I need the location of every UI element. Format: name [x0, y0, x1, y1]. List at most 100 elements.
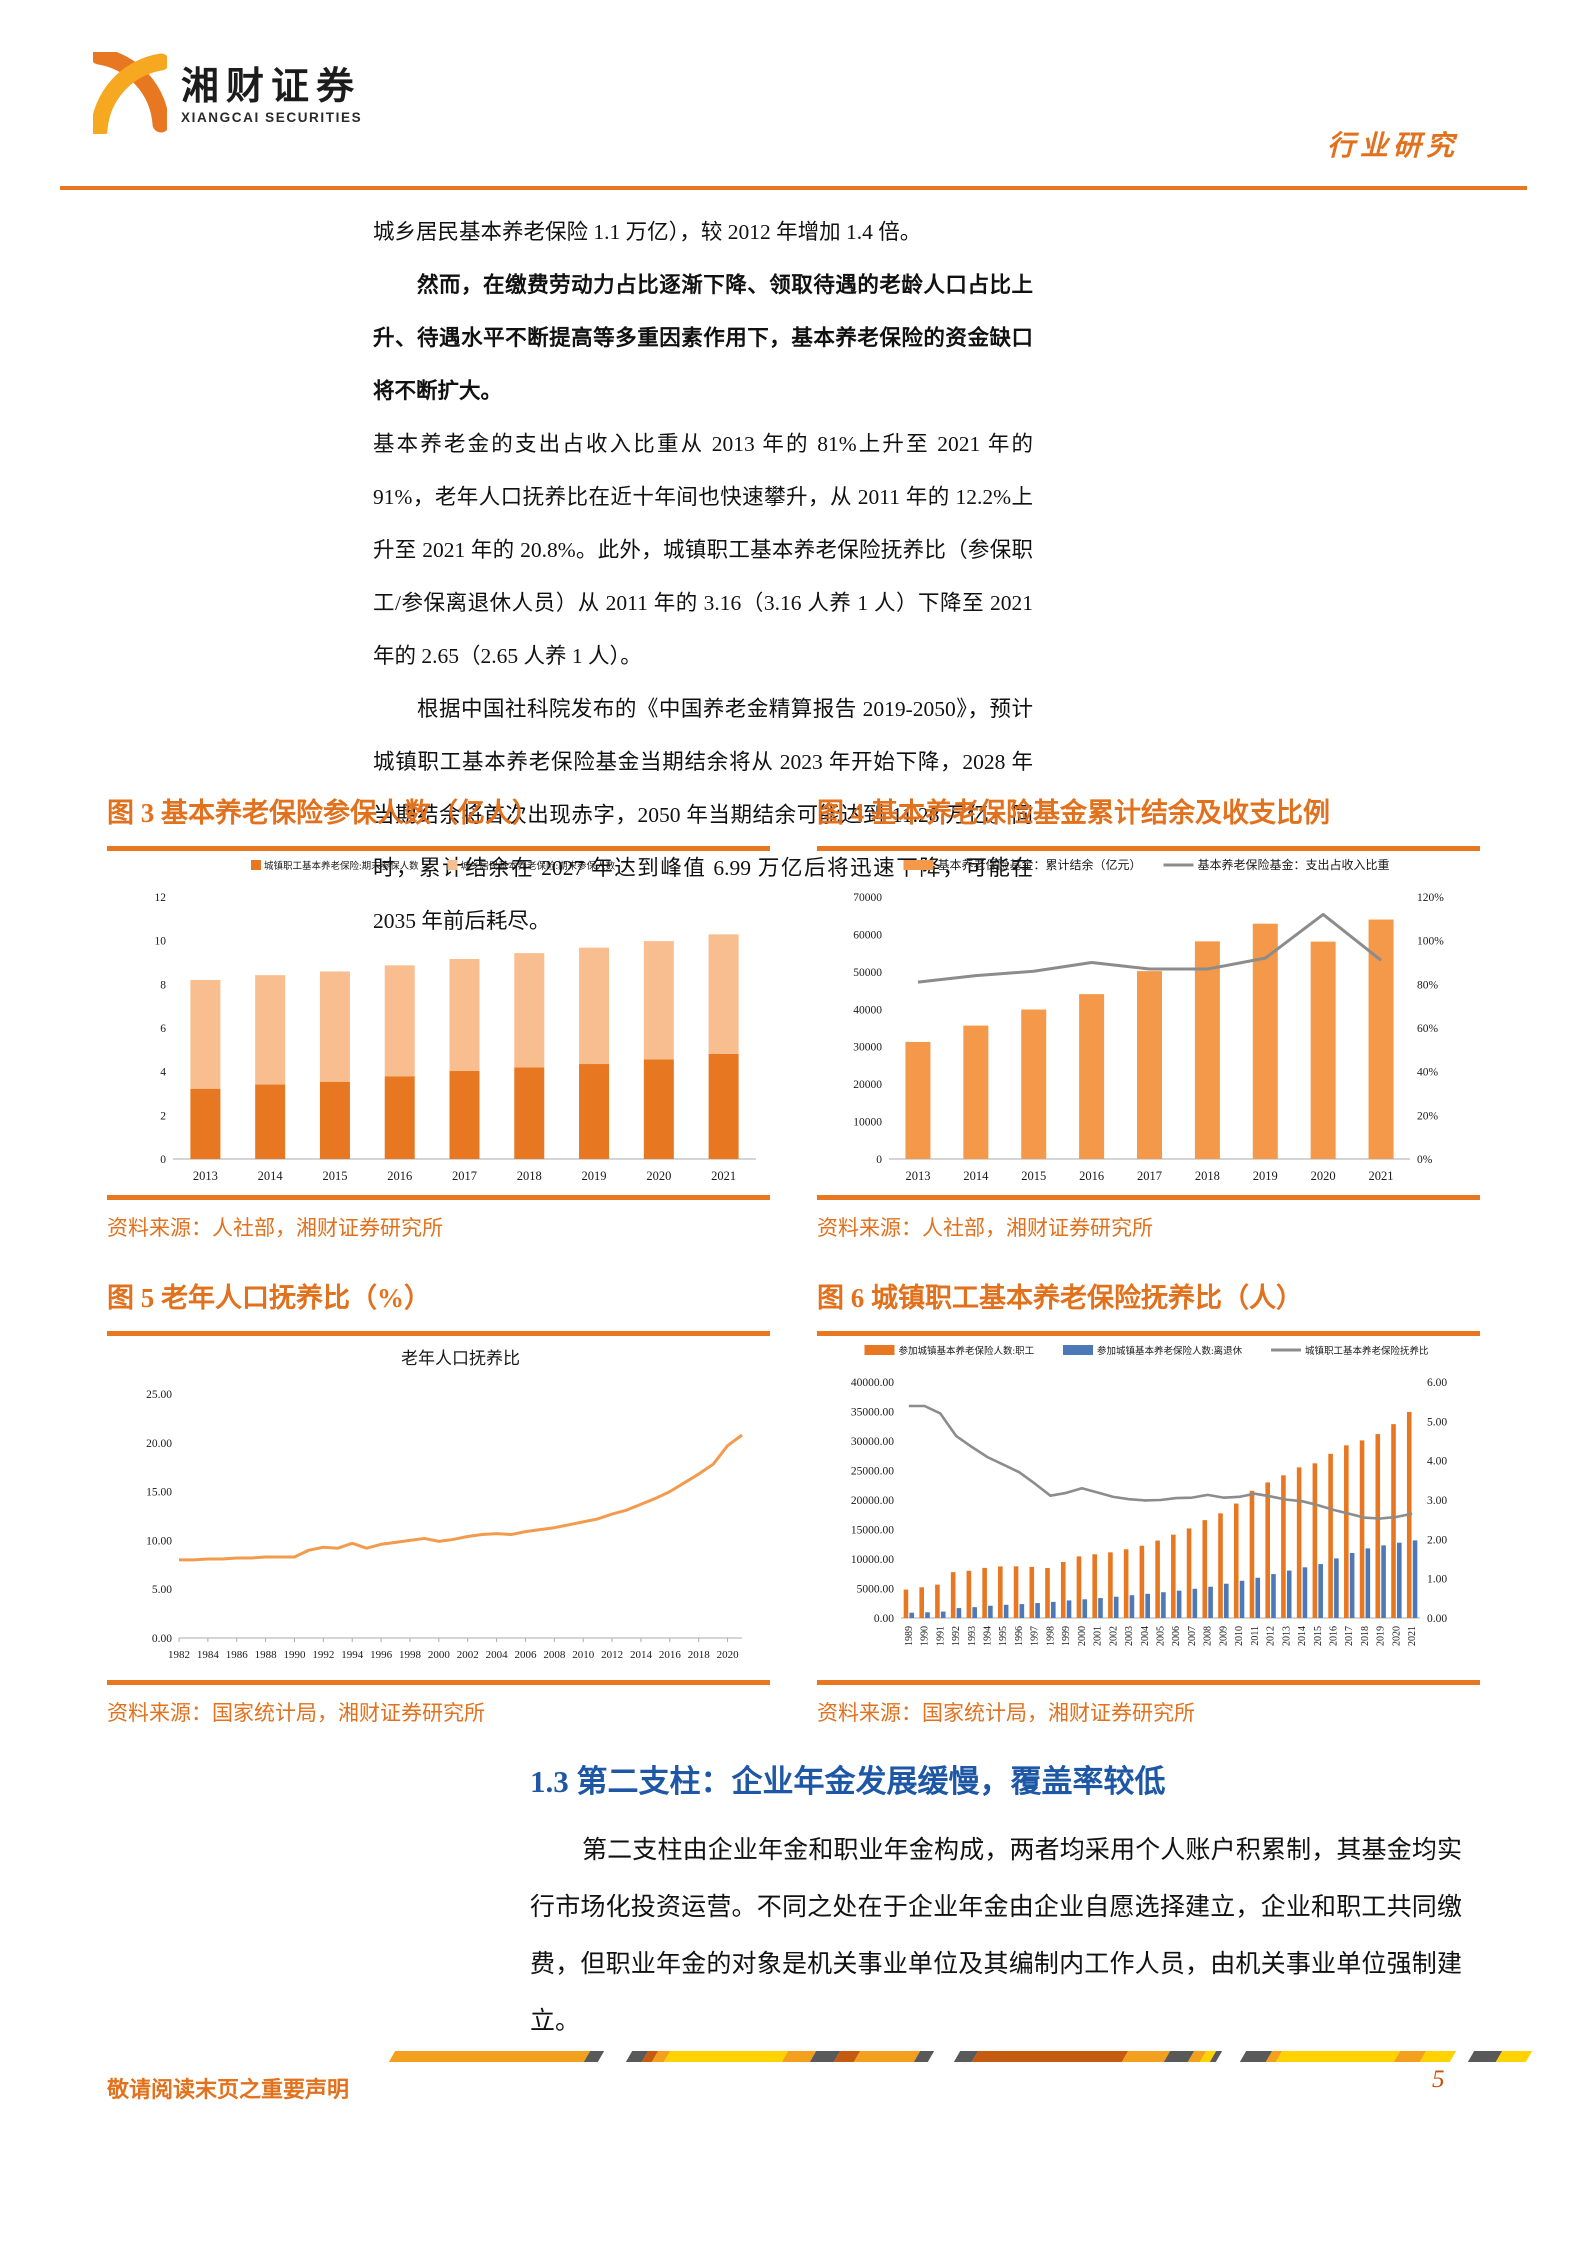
- paragraph-continuation: 城乡居民基本养老保险 1.1 万亿），较 2012 年增加 1.4 倍。: [373, 220, 922, 244]
- figure-4: 图 4 基本养老保险基金累计结余及收支比例 0 10000 20000 30000 40…: [817, 793, 1480, 1242]
- svg-text:1991: 1991: [935, 1626, 946, 1646]
- svg-text:10: 10: [155, 936, 167, 948]
- company-name: 湘财证券 XIANGCAI SECURITIES: [181, 67, 362, 125]
- svg-text:30000: 30000: [853, 1042, 882, 1054]
- svg-text:1992: 1992: [312, 1649, 334, 1661]
- svg-text:2016: 2016: [1079, 1169, 1104, 1183]
- svg-text:基本养老保险基金：支出占收入比重: 基本养老保险基金：支出占收入比重: [1198, 857, 1390, 872]
- svg-text:2018: 2018: [1360, 1626, 1371, 1646]
- svg-text:2021: 2021: [1369, 1169, 1394, 1183]
- svg-text:8: 8: [160, 979, 166, 991]
- svg-text:2014: 2014: [1297, 1626, 1308, 1646]
- svg-text:20000.00: 20000.00: [851, 1495, 894, 1507]
- figure-6-chart-box: 0.00 5000.00 10000.00 15000.00 20000.00 25000…: [817, 1331, 1480, 1685]
- svg-text:2013: 2013: [193, 1169, 218, 1183]
- svg-text:0: 0: [160, 1154, 166, 1166]
- paragraph-second-pillar: 第二支柱由企业年金和职业年金构成，两者均采用个人账户积累制，其基金均实行市场化投…: [530, 1837, 1462, 2035]
- svg-text:1982: 1982: [168, 1649, 190, 1661]
- svg-text:40000.00: 40000.00: [851, 1377, 894, 1389]
- svg-text:3.00: 3.00: [1427, 1495, 1447, 1507]
- svg-text:2010: 2010: [1234, 1626, 1245, 1646]
- svg-text:12: 12: [155, 892, 167, 904]
- svg-text:15.00: 15.00: [146, 1487, 172, 1499]
- paragraph-statistics: 基本养老金的支出占收入比重从 2013 年的 81%上升至 2021 年的 91…: [373, 432, 1033, 668]
- svg-text:基本养老保险基金：累计结余（亿元）: 基本养老保险基金：累计结余（亿元）: [938, 857, 1142, 872]
- svg-text:2015: 2015: [1313, 1626, 1324, 1646]
- svg-text:5.00: 5.00: [152, 1584, 172, 1596]
- svg-text:2021: 2021: [1407, 1626, 1418, 1646]
- svg-text:2015: 2015: [322, 1169, 347, 1183]
- svg-text:2001: 2001: [1093, 1626, 1104, 1646]
- figure-5-chart-box: 0.00 5.00 10.00 15.00 20.00 25.00 老年人口抚养比 1982 1…: [107, 1331, 770, 1685]
- svg-text:2017: 2017: [1137, 1169, 1162, 1183]
- svg-text:参加城镇基本养老保险人数:职工: 参加城镇基本养老保险人数:职工: [899, 1345, 1035, 1357]
- svg-text:1994: 1994: [341, 1649, 364, 1661]
- svg-text:老年人口抚养比: 老年人口抚养比: [401, 1349, 520, 1368]
- svg-text:2006: 2006: [514, 1649, 537, 1661]
- svg-text:30000.00: 30000.00: [851, 1436, 894, 1448]
- svg-text:100%: 100%: [1417, 936, 1444, 948]
- svg-text:5000.00: 5000.00: [857, 1584, 895, 1596]
- figure-3-chart-box: 0 2 4 6 8 10 12 2013 2014 2015 2016 2017 2018 2019 202…: [107, 846, 770, 1200]
- svg-text:50000: 50000: [853, 967, 882, 979]
- svg-text:0: 0: [876, 1154, 882, 1166]
- paragraph-bold-statement: 然而，在缴费劳动力占比逐渐下降、领取待遇的老龄人口占比上升、待遇水平不断提高等多…: [373, 273, 1033, 403]
- figure-6: 图 6 城镇职工基本养老保险抚养比（人） 0.00 5000.00 10000.00…: [817, 1278, 1480, 1727]
- svg-text:2020: 2020: [717, 1649, 740, 1661]
- svg-text:1998: 1998: [399, 1649, 422, 1661]
- svg-text:2016: 2016: [1329, 1626, 1340, 1646]
- figure-3: 图 3 基本养老保险参保人数（亿人） 0 2 4 6 8 10 12 2013 2014 2015…: [107, 793, 770, 1242]
- svg-text:2004: 2004: [1140, 1626, 1151, 1646]
- company-logo: 湘财证券 XIANGCAI SECURITIES: [90, 47, 362, 139]
- figure-6-chart: 0.005000.0010000.0015000.0020000.0025000…: [851, 1345, 1447, 1646]
- company-name-cn: 湘财证券: [181, 65, 362, 108]
- svg-text:2002: 2002: [457, 1649, 479, 1661]
- figure-5-chart: 0.00 5.00 10.00 15.00 20.00 25.00 老年人口抚养比 1982 1…: [146, 1349, 743, 1661]
- svg-text:2018: 2018: [517, 1169, 542, 1183]
- company-logo-icon: [90, 47, 170, 139]
- figures-row-2: 图 5 老年人口抚养比（%） 0.00 5.00 10.00 15.00 20.00 25…: [107, 1278, 1480, 1727]
- svg-text:2016: 2016: [387, 1169, 412, 1183]
- figure-4-chart: 0 10000 20000 30000 40000 50000 60000 70000 0% 20…: [853, 857, 1444, 1183]
- svg-text:1990: 1990: [283, 1649, 306, 1661]
- svg-text:15000.00: 15000.00: [851, 1525, 894, 1537]
- svg-text:6.00: 6.00: [1427, 1377, 1447, 1389]
- svg-text:1994: 1994: [983, 1626, 994, 1646]
- svg-text:20.00: 20.00: [146, 1438, 172, 1450]
- svg-text:0.00: 0.00: [152, 1633, 172, 1645]
- svg-text:2020: 2020: [1311, 1169, 1336, 1183]
- svg-text:2014: 2014: [258, 1169, 284, 1183]
- page-number: 5: [1432, 2066, 1445, 2093]
- figures-row-1: 图 3 基本养老保险参保人数（亿人） 0 2 4 6 8 10 12 2013 2014 2015…: [107, 793, 1480, 1242]
- svg-text:2016: 2016: [659, 1649, 682, 1661]
- paragraph-cass-report: 根据中国社科院发布的《中国养老金精算报告 2019-2050》，预计城镇职工基本…: [373, 697, 1033, 933]
- figure-6-title: 图 6 城镇职工基本养老保险抚养比（人）: [817, 1283, 1303, 1313]
- svg-text:1999: 1999: [1061, 1626, 1072, 1646]
- svg-text:2013: 2013: [905, 1169, 930, 1183]
- svg-text:2008: 2008: [1203, 1626, 1214, 1646]
- svg-text:10000.00: 10000.00: [851, 1554, 894, 1566]
- figure-3-chart: 0 2 4 6 8 10 12 2013 2014 2015 2016 2017 2018 2019 202…: [155, 860, 756, 1183]
- svg-text:1997: 1997: [1030, 1626, 1041, 1646]
- figure-4-chart-box: 0 10000 20000 30000 40000 50000 60000 70000 0% 20…: [817, 846, 1480, 1200]
- svg-text:参加城镇基本养老保险人数:离退休: 参加城镇基本养老保险人数:离退休: [1097, 1345, 1243, 1357]
- svg-text:2005: 2005: [1156, 1626, 1167, 1646]
- svg-text:20000: 20000: [853, 1079, 882, 1091]
- svg-text:2017: 2017: [452, 1169, 477, 1183]
- svg-text:1990: 1990: [920, 1626, 931, 1646]
- svg-text:10000: 10000: [853, 1117, 882, 1129]
- svg-text:1.00: 1.00: [1427, 1574, 1447, 1586]
- svg-text:2015: 2015: [1021, 1169, 1046, 1183]
- svg-text:2012: 2012: [1266, 1626, 1277, 1646]
- svg-text:25.00: 25.00: [146, 1389, 172, 1401]
- figure-4-title: 图 4 基本养老保险基金累计结余及收支比例: [817, 798, 1330, 828]
- svg-text:2011: 2011: [1250, 1626, 1261, 1646]
- body-text-column: 城乡居民基本养老保险 1.1 万亿），较 2012 年增加 1.4 倍。 然而，…: [373, 206, 1033, 948]
- figure-3-title: 图 3 基本养老保险参保人数（亿人）: [107, 798, 539, 828]
- svg-text:2010: 2010: [572, 1649, 595, 1661]
- svg-text:2008: 2008: [543, 1649, 566, 1661]
- svg-text:4.00: 4.00: [1427, 1456, 1447, 1468]
- svg-text:2014: 2014: [963, 1169, 989, 1183]
- svg-text:1993: 1993: [967, 1626, 978, 1646]
- svg-text:城镇职工基本养老保险:期末参保人数: 城镇职工基本养老保险:期末参保人数: [264, 860, 419, 872]
